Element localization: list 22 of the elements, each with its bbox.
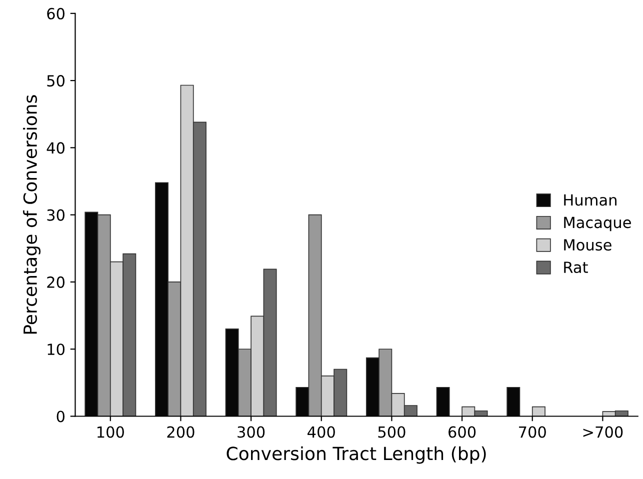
x-tick-label: 400 [308, 426, 335, 438]
x-axis-title: Conversion Tract Length (bp) [226, 446, 486, 464]
legend-label: Macaque [564, 216, 631, 232]
legend-label: Rat [564, 262, 588, 274]
y-tick-label: 50 [47, 75, 64, 87]
x-tick-label: 600 [448, 426, 476, 438]
x-tick-label: 500 [378, 426, 406, 438]
x-tick-label: >700 [583, 426, 623, 438]
y-tick-label: 20 [47, 276, 64, 288]
legend-label: Human [564, 194, 616, 206]
bar [532, 406, 546, 416]
x-tick-label: 200 [167, 426, 194, 438]
y-axis-title: Percentage of Conversions [23, 95, 41, 334]
y-tick-label: 10 [48, 344, 64, 356]
y-tick-label: 60 [47, 8, 64, 20]
y-tick-label: 30 [47, 209, 64, 221]
legend-label: Mouse [564, 239, 612, 251]
x-tick-label: 300 [238, 426, 265, 438]
y-tick-label: 0 [56, 410, 64, 422]
x-tick-label: 100 [97, 426, 124, 438]
x-tick-label: 700 [519, 426, 546, 438]
y-tick-label: 40 [46, 142, 64, 154]
